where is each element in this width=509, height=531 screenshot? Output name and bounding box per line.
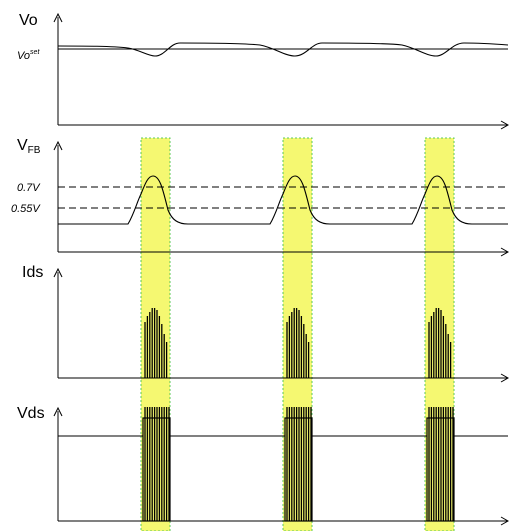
vo-ripple-wave xyxy=(57,42,509,57)
ids-axis-label: Ids xyxy=(22,264,43,281)
vo-setpoint-label: Voset xyxy=(17,49,40,62)
vo-x-arrow xyxy=(500,120,509,130)
burst-band-3 xyxy=(424,137,455,531)
vfb-y-arrow xyxy=(53,140,63,151)
vfb-axis-label: VFB xyxy=(17,137,41,156)
vds-x-arrow xyxy=(500,516,509,526)
vfb-x-arrow xyxy=(500,247,509,257)
ids-y-arrow xyxy=(53,267,63,278)
vfb-level-low-label: 0.55V xyxy=(11,203,41,215)
vds-axis-label: Vds xyxy=(17,405,45,422)
vo-axis-label: Vo xyxy=(19,12,38,29)
vfb-wave xyxy=(58,175,508,225)
burst-band-1 xyxy=(140,137,171,531)
burst-band-2 xyxy=(282,137,313,531)
vo-y-arrow xyxy=(53,12,63,23)
vds-y-arrow xyxy=(53,406,63,417)
burst-highlight-bands xyxy=(140,137,455,531)
ids-x-arrow xyxy=(500,373,509,383)
vds-switching-pulses xyxy=(142,407,455,522)
vds-panel: Vds xyxy=(17,405,509,526)
ids-current-pulses xyxy=(144,308,452,378)
ids-panel: Ids xyxy=(22,264,509,383)
vfb-panel: VFB 0.7V 0.55V xyxy=(11,137,509,257)
vo-panel: Vo Voset xyxy=(17,12,509,130)
vfb-level-high-label: 0.7V xyxy=(17,182,41,194)
